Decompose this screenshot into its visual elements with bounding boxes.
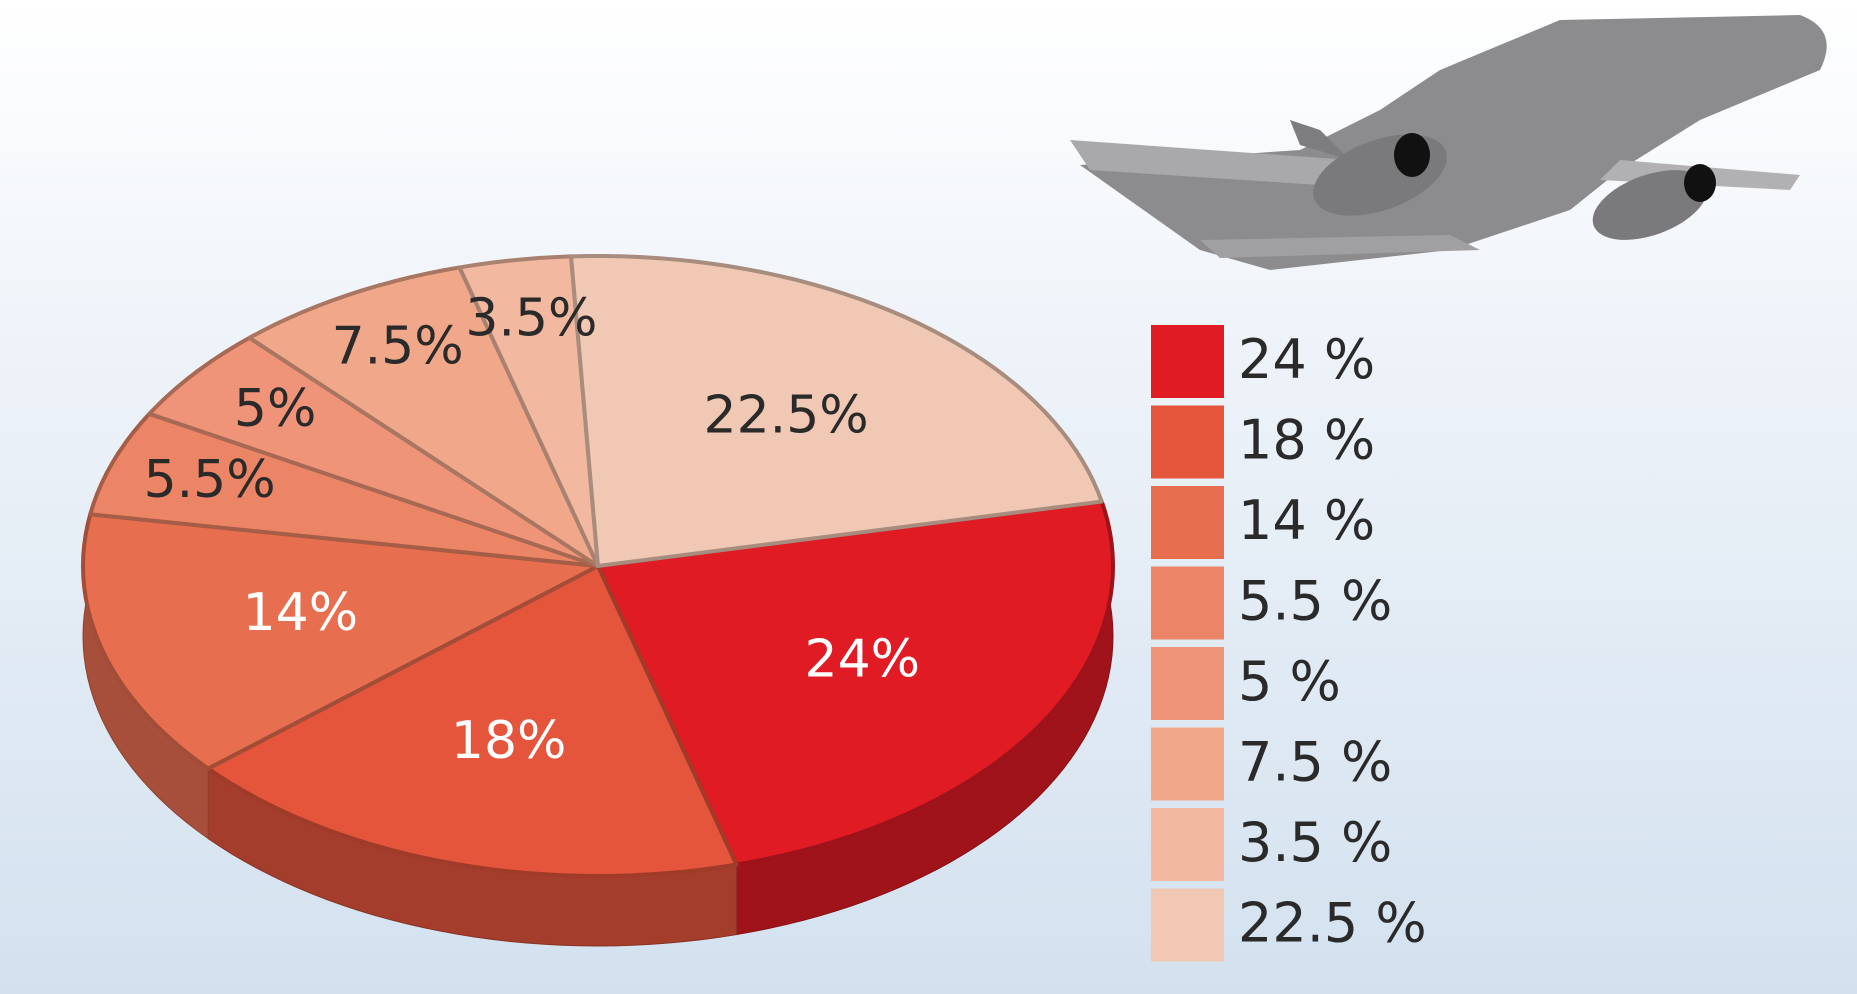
legend-swatch xyxy=(1151,808,1224,881)
data-label: 18% xyxy=(451,711,567,771)
data-label: 3.5% xyxy=(465,288,597,348)
slice xyxy=(457,254,600,568)
slice xyxy=(88,411,600,568)
legend-label: 24 % xyxy=(1238,328,1375,391)
slice xyxy=(206,564,739,878)
legend-label: 14 % xyxy=(1238,489,1375,552)
data-label: 5% xyxy=(234,379,317,439)
legend-swatch xyxy=(1151,325,1224,398)
slice xyxy=(596,499,1115,867)
data-label: 7.5% xyxy=(332,316,464,376)
data-label: 5.5% xyxy=(144,450,276,510)
legend-label: 7.5 % xyxy=(1238,731,1392,794)
data-label: 22.5% xyxy=(704,385,869,445)
data-label: 14% xyxy=(243,583,359,643)
legend-swatch xyxy=(1151,647,1224,720)
legend-label: 18 % xyxy=(1238,409,1375,472)
slice xyxy=(247,265,600,568)
slice xyxy=(81,512,600,771)
legend-label: 22.5 % xyxy=(1238,892,1427,955)
legend-swatch xyxy=(1151,888,1224,962)
slice xyxy=(147,335,600,568)
legend-swatch xyxy=(1151,486,1224,559)
airplane xyxy=(1070,15,1827,270)
legend-label: 5.5 % xyxy=(1238,570,1392,633)
legend-label: 5 % xyxy=(1238,650,1341,713)
legend-swatch xyxy=(1151,405,1224,479)
legend-swatch xyxy=(1151,727,1224,801)
legend-swatch xyxy=(1151,566,1224,640)
data-label: 24% xyxy=(805,629,921,689)
slice xyxy=(569,254,1104,568)
legend-label: 3.5 % xyxy=(1238,811,1392,874)
